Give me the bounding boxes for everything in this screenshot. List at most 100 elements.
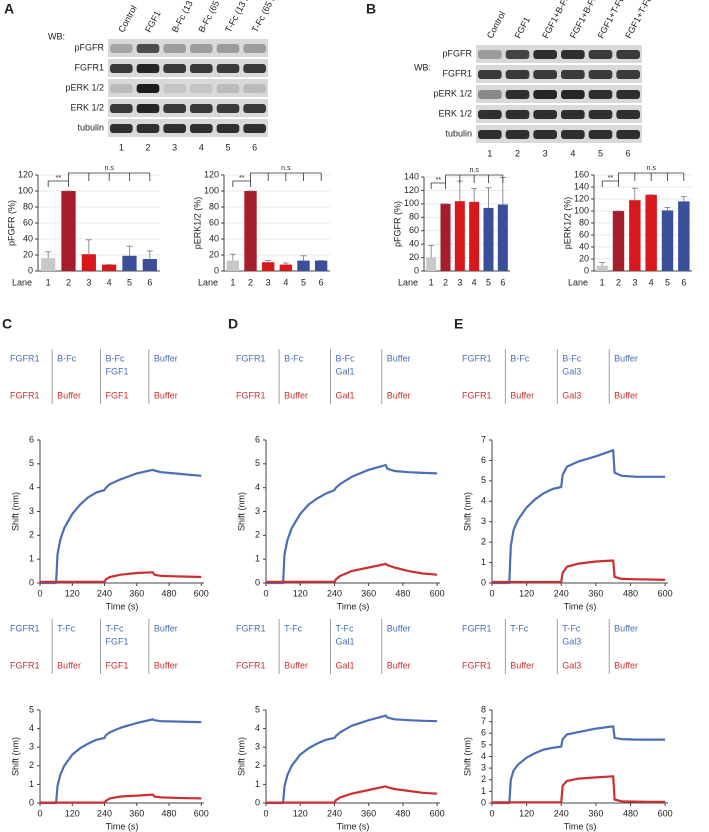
y-tick-label: 1 bbox=[481, 557, 486, 567]
blot-band bbox=[561, 110, 585, 119]
lane-condition: FGF1+T-Fc (65 nM) bbox=[623, 0, 669, 40]
blot-band bbox=[243, 124, 266, 133]
blot-band bbox=[505, 130, 530, 139]
step-label: Buffer bbox=[154, 660, 178, 670]
y-tick-label: 3 bbox=[29, 742, 34, 752]
sig-bracket bbox=[445, 174, 504, 183]
x-tick-label: 600 bbox=[658, 808, 673, 818]
sig-label: ** bbox=[436, 177, 442, 184]
step-label: Buffer bbox=[154, 353, 178, 363]
bar bbox=[678, 201, 690, 271]
bar bbox=[41, 258, 56, 271]
x-tick-label: 4 bbox=[649, 277, 654, 287]
step-label: B-Fc bbox=[57, 353, 76, 363]
lane-number: 5 bbox=[598, 148, 603, 158]
step-label: Gal3 bbox=[562, 366, 581, 376]
x-axis-label: Lane bbox=[12, 277, 32, 287]
y-tick-label: 5 bbox=[255, 704, 260, 714]
step-label: Buffer bbox=[614, 660, 638, 670]
blot-band bbox=[136, 44, 160, 53]
blot-band bbox=[478, 90, 502, 99]
blot-row-label: tubulin bbox=[77, 122, 104, 132]
y-tick-label: 20 bbox=[579, 253, 589, 263]
y-tick-label: 5 bbox=[481, 475, 486, 485]
x-tick-label: 0 bbox=[489, 588, 494, 598]
x-axis-label: Time (s) bbox=[106, 601, 139, 611]
x-tick-label: 240 bbox=[554, 808, 569, 818]
lane-condition: T-Fc (65 nM) bbox=[250, 0, 283, 34]
blot-row-label: pFGFR bbox=[74, 42, 104, 52]
lane-number: 6 bbox=[252, 142, 257, 152]
x-tick-label: 480 bbox=[162, 588, 177, 598]
sig-bracket bbox=[430, 182, 446, 189]
y-axis-label: Shift (nm) bbox=[462, 492, 472, 531]
step-label: Gal3 bbox=[562, 390, 581, 400]
y-tick-label: 1 bbox=[255, 779, 260, 789]
bar bbox=[297, 260, 310, 271]
blot-band bbox=[110, 84, 133, 93]
y-tick-label: 3 bbox=[481, 763, 486, 773]
x-tick-label: 1 bbox=[600, 277, 605, 287]
x-tick-label: 6 bbox=[681, 277, 686, 287]
x-tick-label: 5 bbox=[127, 277, 132, 287]
y-tick-label: 120 bbox=[574, 193, 589, 203]
y-tick-label: 0 bbox=[255, 577, 260, 587]
step-label: Buffer bbox=[387, 390, 411, 400]
y-tick-label: 40 bbox=[409, 239, 419, 249]
x-tick-label: 120 bbox=[519, 808, 534, 818]
y-tick-label: 0 bbox=[255, 797, 260, 807]
x-tick-label: 0 bbox=[37, 588, 42, 598]
y-tick-label: 7 bbox=[481, 716, 486, 726]
blot-row-label: ERK 1/2 bbox=[438, 108, 472, 118]
bar bbox=[261, 262, 275, 271]
y-tick-label: 2 bbox=[481, 774, 486, 784]
y-tick-label: 0 bbox=[414, 265, 419, 275]
blot-band bbox=[533, 130, 557, 139]
lane-number: 2 bbox=[145, 142, 150, 152]
step-label: Buffer bbox=[614, 390, 638, 400]
sig-bracket bbox=[250, 172, 322, 181]
step-label: FGFR1 bbox=[10, 623, 40, 633]
step-label: Gal1 bbox=[335, 660, 354, 670]
blot-band bbox=[110, 124, 133, 133]
x-tick-label: 1 bbox=[46, 277, 51, 287]
x-tick-label: 240 bbox=[554, 588, 569, 598]
lane-number: 1 bbox=[487, 148, 492, 158]
x-tick-label: 2 bbox=[616, 277, 621, 287]
step-label: FGFR1 bbox=[10, 660, 40, 670]
blot-row-label: pERK 1/2 bbox=[65, 82, 104, 92]
y-tick-label: 7 bbox=[481, 434, 486, 444]
y-tick-label: 100 bbox=[574, 205, 589, 215]
blot-band bbox=[216, 64, 240, 73]
blot-row-label: FGFR1 bbox=[74, 62, 104, 72]
y-tick-label: 3 bbox=[255, 742, 260, 752]
sig-label: ** bbox=[56, 175, 62, 182]
y-axis-label: pFGFR (%) bbox=[392, 201, 402, 247]
lane-number: 1 bbox=[119, 142, 124, 152]
blot-band bbox=[190, 104, 213, 113]
sig-label: ** bbox=[608, 175, 614, 182]
bar bbox=[661, 210, 674, 271]
lane-condition: FGF1 bbox=[143, 9, 163, 34]
blot-band bbox=[588, 130, 613, 139]
blot-band bbox=[616, 110, 640, 119]
y-tick-label: 0 bbox=[29, 797, 34, 807]
bar bbox=[102, 264, 117, 271]
x-tick-label: 480 bbox=[623, 808, 638, 818]
bar bbox=[612, 211, 625, 271]
x-tick-label: 480 bbox=[395, 808, 410, 818]
x-tick-label: 360 bbox=[129, 588, 144, 598]
sensorgram-line bbox=[40, 793, 202, 804]
y-tick-label: 5 bbox=[255, 458, 260, 468]
sensorgram-line bbox=[492, 449, 666, 585]
wb-label: WB: bbox=[414, 62, 431, 72]
sig-bracket bbox=[68, 172, 151, 181]
blot-band bbox=[216, 124, 240, 133]
blot-band bbox=[588, 110, 613, 119]
blot-band bbox=[216, 104, 240, 113]
lane-condition: Control bbox=[116, 4, 138, 34]
step-label: FGFR1 bbox=[10, 353, 40, 363]
blot-band bbox=[243, 104, 266, 113]
bar bbox=[440, 203, 451, 271]
x-axis-label: Lane bbox=[198, 277, 218, 287]
